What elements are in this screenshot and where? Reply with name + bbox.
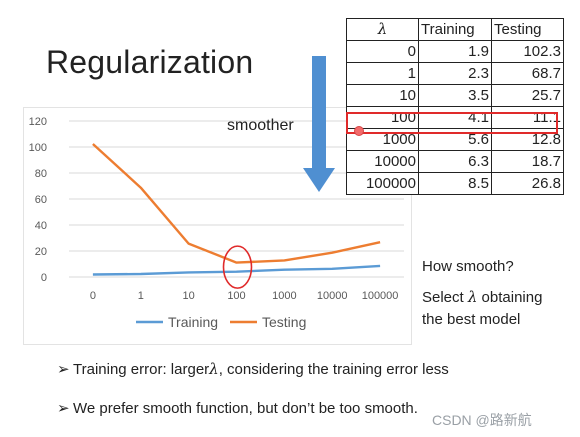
table-header-training: Training xyxy=(419,19,492,41)
smoother-label: smoother xyxy=(227,117,294,135)
table-cell-training: 6.3 xyxy=(419,151,492,173)
table-cell-testing: 68.7 xyxy=(492,63,564,85)
slide-title: Regularization xyxy=(46,44,253,81)
note-select-suffix: obtaining xyxy=(477,289,542,306)
table-cell-lambda: 10 xyxy=(347,85,419,107)
bullet-2-text: We prefer smooth function, but don’t be … xyxy=(73,400,418,417)
table-header-row: λ Training Testing xyxy=(347,19,564,41)
table-row: 0 1.9 102.3 xyxy=(347,41,564,63)
y-tick-label: 0 xyxy=(41,272,47,284)
table-row: 10000 6.3 18.7 xyxy=(347,151,564,173)
bullet-smooth-function: ➢ We prefer smooth function, but don’t be… xyxy=(57,399,418,417)
down-arrow-icon xyxy=(303,56,335,194)
table-cell-lambda: 1 xyxy=(347,63,419,85)
table-cell-lambda: 0 xyxy=(347,41,419,63)
x-tick-label: 1 xyxy=(138,290,144,302)
table-cell-training: 8.5 xyxy=(419,173,492,195)
x-tick-label: 1000 xyxy=(272,290,296,302)
table-cell-testing: 18.7 xyxy=(492,151,564,173)
table-row: 1 2.3 68.7 xyxy=(347,63,564,85)
table-cell-lambda: 10000 xyxy=(347,151,419,173)
y-tick-label: 60 xyxy=(35,194,47,206)
legend-label-testing: Testing xyxy=(262,314,306,330)
highlight-ellipse xyxy=(224,246,252,288)
x-tick-label: 100000 xyxy=(362,290,399,302)
bullet-training-error: ➢ Training error: largerλ, considering th… xyxy=(57,360,449,378)
table-cell-testing: 26.8 xyxy=(492,173,564,195)
x-tick-label: 0 xyxy=(90,290,96,302)
table-highlight-box xyxy=(346,112,558,134)
series-line-testing xyxy=(93,144,380,263)
table-cell-testing: 25.7 xyxy=(492,85,564,107)
table-header-testing: Testing xyxy=(492,19,564,41)
x-tick-label: 10000 xyxy=(317,290,348,302)
y-tick-label: 20 xyxy=(35,246,47,258)
watermark: CSDN @路新航 xyxy=(432,410,532,430)
note-best-model: the best model xyxy=(422,311,520,328)
table-cell-training: 3.5 xyxy=(419,85,492,107)
x-tick-label: 100 xyxy=(227,290,245,302)
table-cell-training: 2.3 xyxy=(419,63,492,85)
bullet-lambda-symbol: λ xyxy=(209,360,219,378)
laser-pointer-dot xyxy=(354,126,364,136)
bullet-1-prefix: Training error: larger xyxy=(73,361,209,378)
table-cell-testing: 102.3 xyxy=(492,41,564,63)
note-lambda-symbol: λ xyxy=(468,288,478,306)
table-row: 10 3.5 25.7 xyxy=(347,85,564,107)
bullet-arrow-icon: ➢ xyxy=(57,360,73,378)
y-tick-label: 80 xyxy=(35,168,47,180)
lambda-table: λ Training Testing 0 1.9 102.3 1 2.3 68.7 10 3.… xyxy=(346,18,564,195)
table-cell-training: 1.9 xyxy=(419,41,492,63)
table-cell-lambda: 100000 xyxy=(347,173,419,195)
series-line-training xyxy=(93,266,380,275)
y-tick-label: 100 xyxy=(29,142,47,154)
table-row: 100000 8.5 26.8 xyxy=(347,173,564,195)
bullet-1-suffix: , considering the training error less xyxy=(219,361,449,378)
note-select-lambda: Select λ obtaining xyxy=(422,288,542,306)
y-tick-label: 120 xyxy=(29,116,47,128)
bullet-arrow-icon: ➢ xyxy=(57,399,73,417)
y-tick-label: 40 xyxy=(35,220,47,232)
note-select-prefix: Select xyxy=(422,289,468,306)
legend-label-training: Training xyxy=(168,314,218,330)
x-tick-label: 10 xyxy=(183,290,195,302)
table-header-lambda: λ xyxy=(347,19,419,41)
note-how-smooth: How smooth? xyxy=(422,258,514,275)
